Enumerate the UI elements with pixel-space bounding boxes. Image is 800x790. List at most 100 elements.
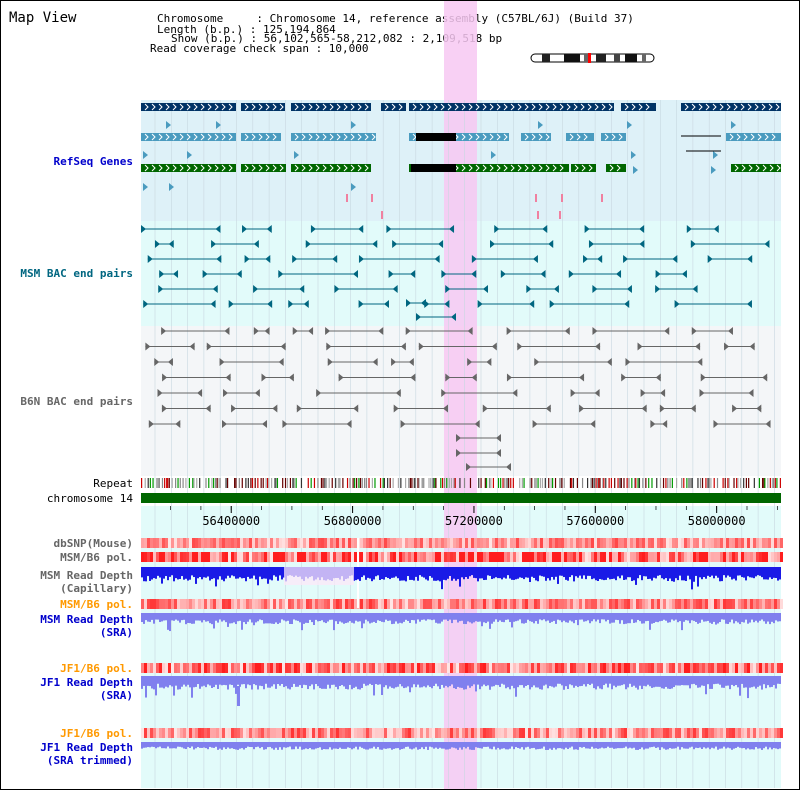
polymorphism-cell [453, 663, 456, 673]
read-depth-bar [193, 567, 195, 578]
polymorphism-cell [195, 728, 198, 738]
read-depth-bar [223, 567, 225, 582]
gene-strand-mark [294, 133, 299, 141]
read-depth-bar [627, 567, 629, 578]
track-label-repeat[interactable]: Repeat [93, 477, 133, 490]
polymorphism-cell [603, 552, 606, 562]
track-label-chromosome[interactable]: chromosome 14 [46, 492, 133, 505]
polymorphism-cell [399, 663, 402, 673]
repeat-element [634, 478, 636, 488]
track-label-dbsnp[interactable]: dbSNP(Mouse) [53, 537, 133, 550]
read-depth-bar [177, 567, 179, 580]
track-label-jf1-b6-pol-2[interactable]: JF1/B6 pol. [60, 727, 133, 740]
read-depth-bar [449, 676, 451, 687]
track-label-b6n-bac[interactable]: B6N BAC end pairs [20, 395, 133, 408]
read-depth-bar [437, 567, 439, 581]
read-depth-bar [351, 676, 353, 690]
polymorphism-cell [645, 728, 648, 738]
polymorphism-cell [171, 599, 174, 609]
polymorphism-cell [240, 538, 243, 548]
polymorphism-cell [567, 728, 570, 738]
ruler-tick-label: 57600000 [566, 514, 624, 528]
repeat-element [157, 478, 159, 488]
read-depth-bar [549, 613, 551, 623]
read-depth-bar [723, 613, 725, 620]
repeat-element [683, 478, 685, 488]
bac-end-marker [288, 373, 294, 382]
bac-end-marker [623, 255, 629, 263]
polymorphism-cell [705, 538, 708, 548]
read-depth-bar [765, 567, 767, 580]
read-depth-bar [183, 567, 185, 580]
read-depth-bar [645, 567, 647, 577]
read-depth-bar [503, 676, 505, 685]
polymorphism-cell [669, 552, 672, 562]
read-depth-bar [239, 742, 241, 749]
read-depth-bar [233, 567, 235, 577]
read-depth-bar [697, 742, 699, 749]
polymorphism-cell [231, 552, 234, 562]
polymorphism-cell [180, 599, 183, 609]
gene-strand-mark [496, 164, 501, 172]
polymorphism-cell [180, 728, 183, 738]
chromosome-ideogram[interactable] [530, 53, 656, 63]
repeat-element [722, 478, 724, 488]
read-depth-bar [777, 567, 779, 581]
read-depth-bar [211, 742, 213, 748]
read-depth-bar [767, 567, 769, 580]
track-label-jf1-b6-pol-1[interactable]: JF1/B6 pol. [60, 662, 133, 675]
polymorphism-cell [153, 552, 156, 562]
read-depth-bar [559, 742, 561, 749]
polymorphism-cell [762, 538, 765, 548]
read-depth-bar [441, 567, 443, 590]
polymorphism-cell [534, 552, 537, 562]
bac-end-marker [266, 225, 272, 233]
polymorphism-cell [243, 552, 246, 562]
read-depth-bar [407, 742, 409, 747]
polymorphism-cell [573, 728, 576, 738]
read-depth-bar [237, 613, 239, 622]
polymorphism-cell [597, 552, 600, 562]
read-depth-bar [369, 676, 371, 684]
polymorphism-cell [627, 599, 630, 609]
read-depth-bar [275, 613, 277, 623]
track-label-jf1-depth-sra[interactable]: JF1 Read Depth (SRA) [40, 676, 133, 702]
read-depth-bar [493, 613, 495, 622]
track-label-msm-b6-pol-2[interactable]: MSM/B6 pol. [60, 598, 133, 611]
polymorphism-cell [150, 663, 153, 673]
read-depth-bar [279, 676, 281, 686]
track-label-msm-depth-capillary[interactable]: MSM Read Depth (Capillary) [40, 569, 133, 595]
bac-end-marker [597, 255, 603, 263]
polymorphism-cell [474, 599, 477, 609]
track-label-msm-depth-sra[interactable]: MSM Read Depth (SRA) [40, 613, 133, 639]
polymorphism-cell [195, 663, 198, 673]
read-depth-bar [569, 567, 571, 578]
polymorphism-cell [534, 599, 537, 609]
read-depth-bar [731, 742, 733, 750]
polymorphism-cell [159, 728, 162, 738]
polymorphism-cell [690, 552, 693, 562]
read-depth-bar [253, 742, 255, 750]
gene-strand-mark [454, 103, 459, 111]
read-depth-bar [713, 567, 715, 579]
track-label-msm-b6-pol-1[interactable]: MSM/B6 pol. [60, 551, 133, 564]
read-depth-bar [185, 742, 187, 750]
polymorphism-cell [240, 728, 243, 738]
read-depth-bar [285, 613, 287, 622]
polymorphism-cell [216, 728, 219, 738]
bac-end-marker [264, 327, 270, 335]
polymorphism-cell [432, 552, 435, 562]
track-label-msm-bac[interactable]: MSM BAC end pairs [20, 267, 133, 280]
polymorphism-cell [258, 728, 261, 738]
repeat-element [745, 478, 747, 488]
polymorphism-cell [495, 552, 498, 562]
track-label-refseq[interactable]: RefSeq Genes [53, 155, 133, 168]
polymorphism-cell [480, 552, 483, 562]
polymorphism-cell [357, 728, 360, 738]
polymorphism-cell [726, 663, 729, 673]
track-label-jf1-depth-trimmed[interactable]: JF1 Read Depth (SRA trimmed) [40, 741, 133, 767]
read-depth-bar [715, 742, 717, 747]
refseq-gene [521, 133, 551, 141]
read-depth-bar [569, 676, 571, 685]
